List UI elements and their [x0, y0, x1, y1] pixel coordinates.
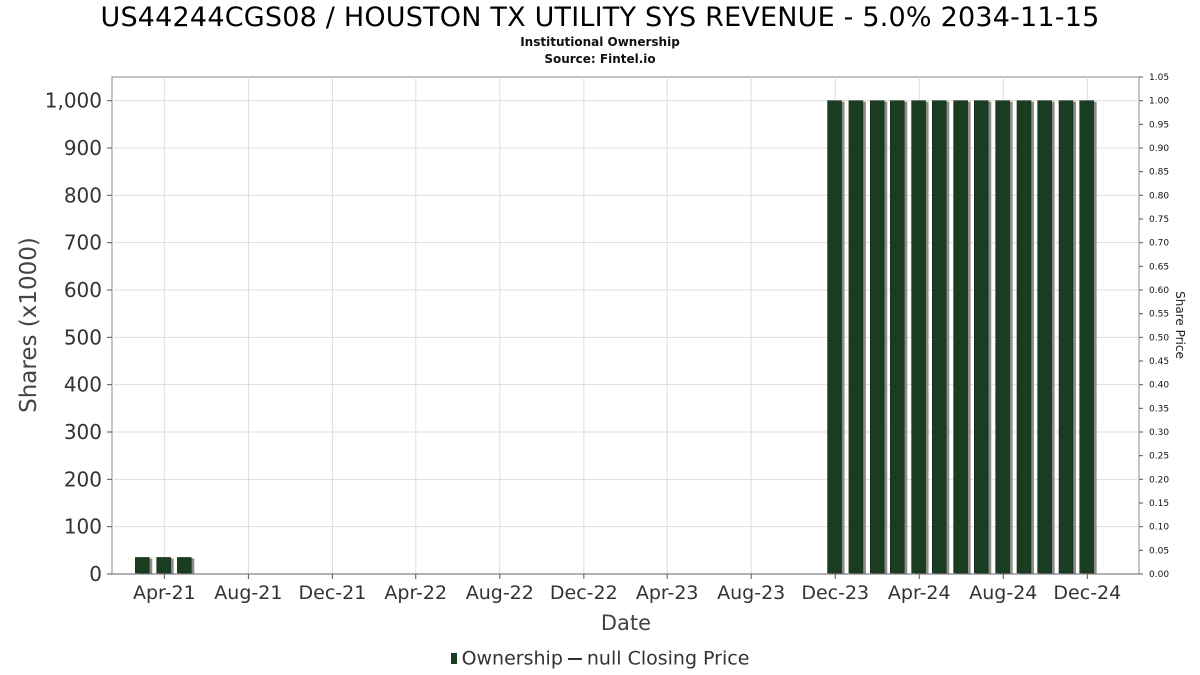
y2-tick-label: 0.05: [1149, 546, 1169, 556]
y2-tick-label: 0.45: [1149, 357, 1169, 367]
x-tick-label: Apr-21: [133, 582, 196, 604]
y2-tick-label: 0.20: [1149, 475, 1169, 485]
ownership-bar: [995, 100, 1010, 574]
ownership-bar: [156, 557, 171, 574]
y2-axis-label: Share Price: [1173, 291, 1187, 359]
y-tick-label: 500: [64, 325, 102, 349]
x-tick-label: Apr-24: [888, 582, 951, 604]
ownership-bar: [1058, 100, 1074, 574]
y-tick-label: 400: [64, 373, 102, 397]
x-tick-label: Dec-24: [1053, 582, 1121, 604]
x-tick-label: Aug-22: [466, 582, 534, 604]
y2-tick-label: 0.95: [1149, 120, 1169, 130]
ownership-bar: [827, 100, 842, 574]
ownership-bar: [931, 100, 947, 574]
y2-tick-label: 0.85: [1149, 168, 1169, 178]
y-tick-label: 200: [64, 467, 102, 491]
y2-tick-label: 0.60: [1149, 286, 1169, 296]
ownership-bar: [870, 100, 885, 574]
ownership-bar: [1037, 100, 1052, 574]
y2-tick-label: 0.40: [1149, 381, 1169, 391]
y2-tick-label: 0.80: [1149, 191, 1169, 201]
x-tick-label: Dec-21: [299, 582, 367, 604]
y2-tick-label: 0.30: [1149, 428, 1169, 438]
chart-subtitle: Institutional Ownership: [520, 35, 680, 49]
y2-tick-label: 1.00: [1149, 97, 1169, 107]
axes: 0 100 200 300 400 500 600 700 800 900 1,000 Apr-21 A…: [45, 73, 1170, 604]
ownership-bar: [974, 100, 989, 574]
x-tick-label: Apr-23: [636, 582, 699, 604]
ownership-bar: [911, 100, 926, 574]
y2-tick-label: 0.90: [1149, 144, 1169, 154]
y-tick-label: 700: [64, 231, 102, 255]
y-axis-label: Shares (x1000): [16, 237, 42, 413]
legend-price: null Closing Price: [586, 647, 750, 670]
ownership-swatch: [450, 653, 457, 664]
y2-tick-label: 0.65: [1149, 262, 1169, 272]
x-tick-label: Aug-24: [969, 582, 1037, 604]
price-line-swatch: [567, 657, 582, 660]
chart-title: US44244CGS08 / HOUSTON TX UTILITY SYS RE…: [100, 2, 1100, 33]
y2-tick-label: 0.35: [1149, 404, 1169, 414]
y2-tick-label: 1.05: [1149, 73, 1169, 83]
y-tick-label: 0: [89, 562, 102, 586]
y-tick-label: 100: [64, 515, 102, 539]
y2-tick-label: 0.55: [1149, 310, 1169, 320]
ownership-bar: [135, 557, 150, 574]
ownership-bar: [953, 100, 968, 574]
x-axis-label: Date: [601, 611, 651, 635]
ownership-bar: [848, 100, 864, 574]
y2-tick-label: 0.70: [1149, 239, 1169, 249]
legend: Ownership null Closing Price: [0, 647, 1200, 670]
y2-tick-label: 0.15: [1149, 499, 1169, 509]
y-tick-label: 600: [64, 278, 102, 302]
ownership-bar: [1016, 100, 1032, 574]
y-tick-label: 1,000: [45, 89, 102, 113]
x-tick-label: Dec-23: [801, 582, 869, 604]
bars: [135, 100, 1097, 575]
ownership-bar: [889, 100, 905, 574]
y2-tick-label: 0.00: [1149, 570, 1169, 580]
y-tick-label: 800: [64, 183, 102, 207]
x-tick-label: Dec-22: [550, 582, 618, 604]
y-tick-label: 300: [64, 420, 102, 444]
y2-tick-label: 0.75: [1149, 215, 1169, 225]
y-tick-label: 900: [64, 136, 102, 160]
ownership-bar: [1079, 100, 1094, 574]
y2-tick-label: 0.10: [1149, 523, 1169, 533]
ownership-bar: [177, 557, 192, 574]
legend-ownership: Ownership: [461, 647, 563, 670]
chart-source: Source: Fintel.io: [544, 52, 656, 66]
x-tick-label: Aug-21: [214, 582, 282, 604]
y2-tick-label: 0.50: [1149, 333, 1169, 343]
x-tick-label: Aug-23: [717, 582, 785, 604]
y2-tick-label: 0.25: [1149, 452, 1169, 462]
x-tick-label: Apr-22: [384, 582, 447, 604]
